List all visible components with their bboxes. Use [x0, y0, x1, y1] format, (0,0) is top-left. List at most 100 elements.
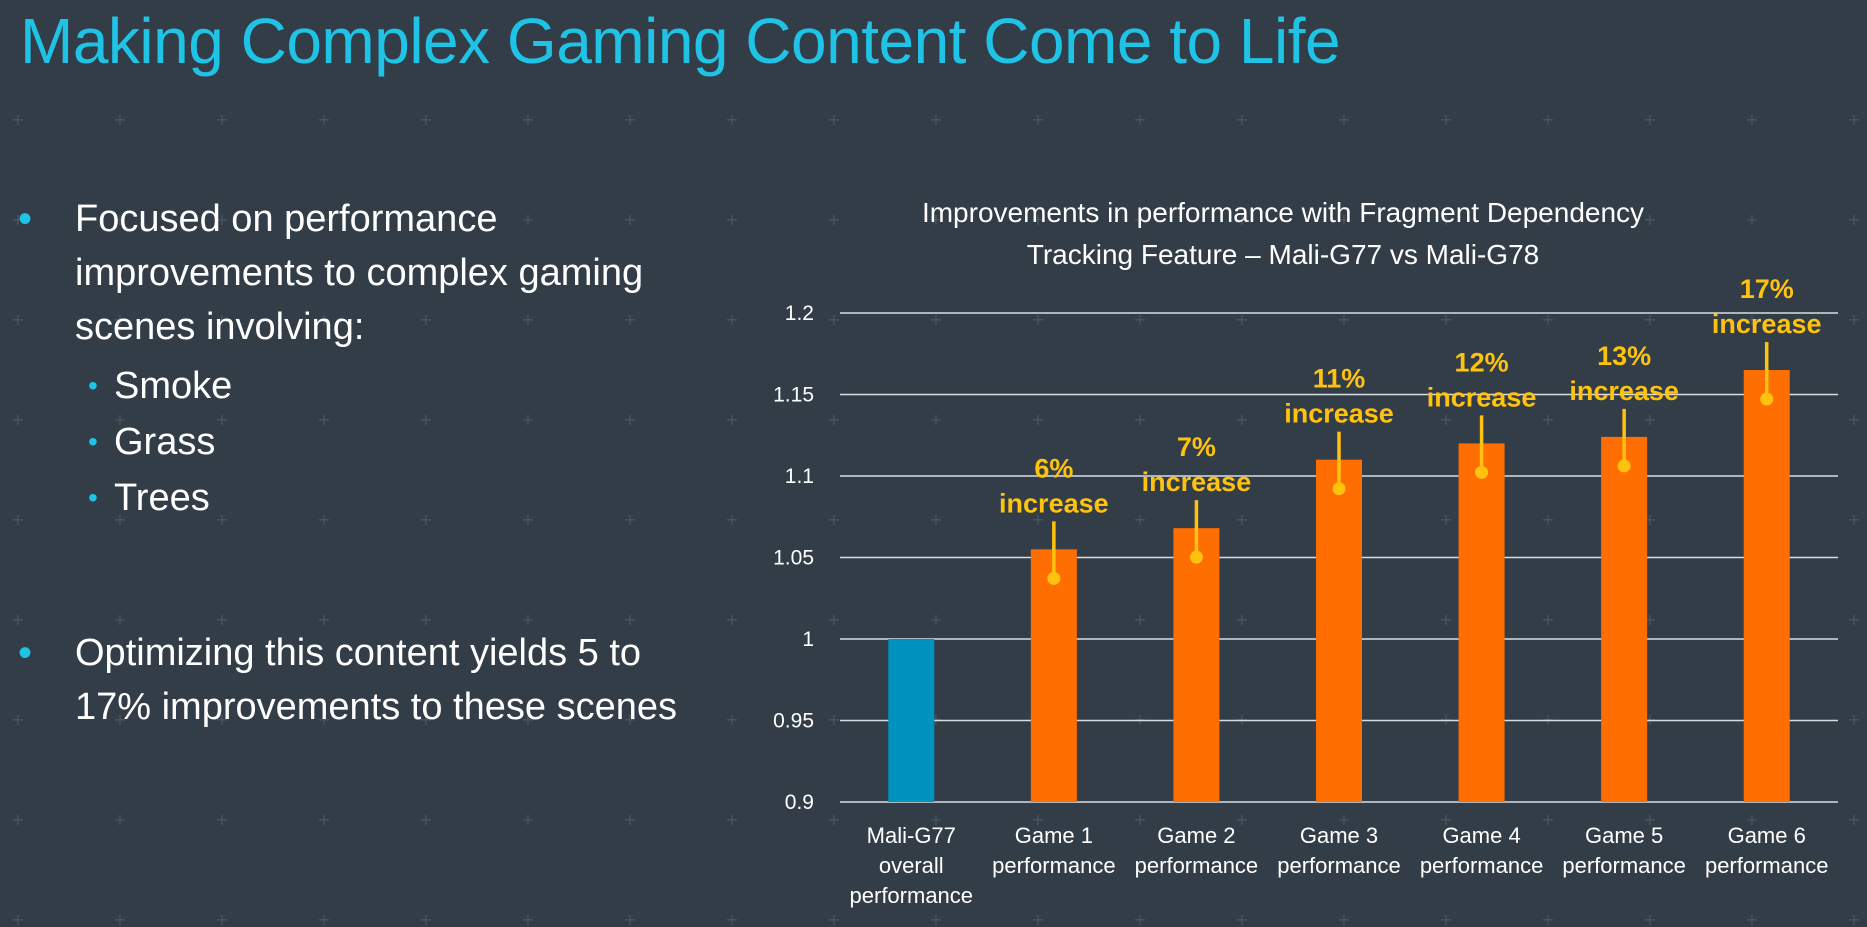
x-tick-label: overall: [879, 853, 944, 878]
x-tick-label: performance: [850, 883, 974, 908]
svg-text:+: +: [1439, 910, 1452, 927]
data-label-increase: increase: [1427, 382, 1537, 412]
x-tick-label: Mali-G77: [867, 823, 956, 848]
svg-text:+: +: [623, 910, 636, 927]
svg-text:+: +: [215, 110, 228, 129]
svg-text:+: +: [113, 510, 126, 529]
sub-bullet-marker-icon: •: [88, 370, 98, 401]
svg-text:+: +: [929, 810, 942, 829]
svg-text:+: +: [1235, 910, 1248, 927]
y-tick-label: 1.05: [773, 547, 814, 570]
chart-title-line-2: Tracking Feature – Mali-G77 vs Mali-G78: [1027, 239, 1539, 270]
data-label-percent: 6%: [1034, 453, 1073, 483]
svg-text:+: +: [929, 510, 942, 529]
x-tick-label: performance: [992, 853, 1116, 878]
svg-text:+: +: [1541, 810, 1554, 829]
svg-text:+: +: [1541, 510, 1554, 529]
svg-text:+: +: [725, 410, 738, 429]
svg-text:+: +: [1235, 110, 1248, 129]
y-tick-label: 1.15: [773, 384, 814, 407]
svg-text:+: +: [1541, 610, 1554, 629]
svg-text:+: +: [419, 510, 432, 529]
annotation-dot: [1189, 550, 1203, 564]
svg-text:+: +: [929, 110, 942, 129]
sub-bullet-marker-icon: •: [88, 482, 98, 513]
svg-text:+: +: [1133, 310, 1146, 329]
svg-text:+: +: [1745, 110, 1758, 129]
svg-text:+: +: [419, 810, 432, 829]
svg-text:+: +: [725, 510, 738, 529]
svg-text:+: +: [1133, 110, 1146, 129]
svg-text:+: +: [1541, 710, 1554, 729]
x-tick-label: Game 3: [1300, 823, 1378, 848]
svg-text:+: +: [11, 710, 24, 729]
svg-text:+: +: [1439, 210, 1452, 229]
data-label-percent: 17%: [1740, 274, 1794, 304]
y-tick-label: 1: [802, 628, 814, 651]
svg-text:+: +: [725, 810, 738, 829]
svg-text:+: +: [317, 710, 330, 729]
svg-text:+: +: [1337, 910, 1350, 927]
svg-text:+: +: [725, 210, 738, 229]
svg-text:+: +: [1541, 110, 1554, 129]
svg-text:+: +: [827, 310, 840, 329]
svg-text:+: +: [113, 810, 126, 829]
svg-text:+: +: [113, 710, 126, 729]
bullet-marker-icon: •: [18, 631, 33, 675]
svg-text:+: +: [1439, 110, 1452, 129]
svg-text:+: +: [1439, 410, 1452, 429]
svg-text:+: +: [521, 510, 534, 529]
sub-bullet-list: • Smoke • Grass • Trees: [18, 358, 698, 526]
svg-text:+: +: [827, 710, 840, 729]
svg-text:+: +: [1847, 710, 1860, 729]
svg-text:+: +: [623, 510, 636, 529]
y-tick-label: 0.9: [785, 791, 814, 814]
x-tick-label: Game 1: [1015, 823, 1093, 848]
svg-text:+: +: [1031, 510, 1044, 529]
svg-text:+: +: [1235, 510, 1248, 529]
svg-text:+: +: [113, 310, 126, 329]
x-tick-label: Game 6: [1728, 823, 1806, 848]
svg-text:+: +: [725, 110, 738, 129]
svg-text:+: +: [725, 310, 738, 329]
svg-text:+: +: [317, 510, 330, 529]
bar-game-2: [1173, 528, 1220, 802]
svg-text:+: +: [1031, 210, 1044, 229]
svg-text:+: +: [113, 410, 126, 429]
bar-game-1: [1030, 549, 1077, 802]
svg-text:+: +: [1745, 310, 1758, 329]
svg-text:+: +: [1643, 410, 1656, 429]
svg-text:+: +: [1643, 110, 1656, 129]
svg-text:+: +: [929, 210, 942, 229]
svg-text:+: +: [419, 410, 432, 429]
svg-text:+: +: [1643, 810, 1656, 829]
svg-text:+: +: [725, 710, 738, 729]
svg-text:+: +: [623, 710, 636, 729]
svg-text:+: +: [827, 810, 840, 829]
y-tick-label: 0.95: [773, 710, 814, 733]
svg-text:+: +: [317, 310, 330, 329]
svg-text:+: +: [419, 110, 432, 129]
svg-text:+: +: [929, 310, 942, 329]
x-tick-label: performance: [1135, 853, 1259, 878]
bullet-marker-icon: •: [18, 197, 33, 241]
svg-text:+: +: [419, 710, 432, 729]
svg-text:+: +: [1847, 410, 1860, 429]
svg-text:+: +: [317, 610, 330, 629]
sub-bullet-grass: • Grass: [18, 414, 698, 470]
svg-text:+: +: [1847, 910, 1860, 927]
svg-text:+: +: [11, 510, 24, 529]
svg-text:+: +: [1031, 310, 1044, 329]
x-tick-label: Game 2: [1157, 823, 1235, 848]
svg-text:+: +: [1235, 310, 1248, 329]
annotation-dot: [1047, 571, 1061, 585]
svg-text:+: +: [1031, 410, 1044, 429]
svg-text:+: +: [929, 610, 942, 629]
svg-text:+: +: [1133, 610, 1146, 629]
svg-text:+: +: [1439, 510, 1452, 529]
annotation-dot: [1475, 465, 1489, 479]
svg-text:+: +: [1235, 610, 1248, 629]
svg-text:+: +: [623, 610, 636, 629]
annotation-dot: [1760, 392, 1774, 406]
